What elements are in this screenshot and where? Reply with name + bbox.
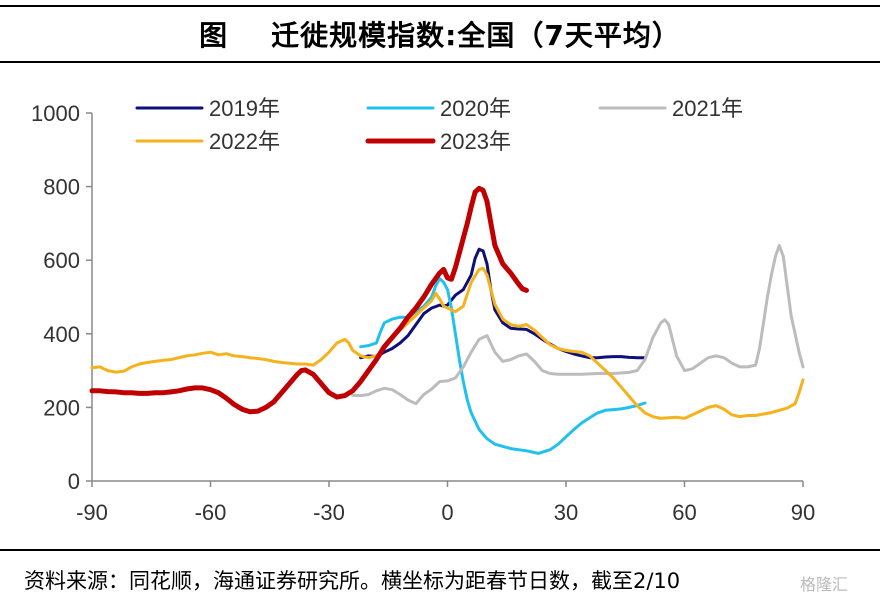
series-layer: [89, 185, 805, 455]
legend-label: 2022年: [209, 129, 280, 154]
source-note: 资料来源：同花顺，海通证券研究所。横坐标为距春节日数，截至2/10: [24, 569, 681, 593]
x-tick-label: 60: [672, 500, 696, 525]
legend: 2019年 2020年 2021年 2022年 2023年: [135, 96, 743, 154]
x-tick-label: 0: [441, 500, 453, 525]
y-tick-label: 600: [43, 248, 80, 273]
axes: 0 200 400 600 800 1000 -90 -60 -30 0 30 60 90: [31, 101, 815, 525]
legend-label: 2021年: [672, 96, 743, 121]
y-tick-label: 400: [43, 322, 80, 347]
x-tick-label: -30: [313, 500, 345, 525]
series-line: [351, 244, 805, 406]
legend-label: 2020年: [440, 96, 511, 121]
watermark: 格隆汇: [800, 575, 849, 594]
title-rule: [0, 61, 880, 63]
series-line: [359, 277, 647, 455]
legend-label: 2019年: [209, 96, 280, 121]
x-tick-label: -60: [195, 500, 227, 525]
bottom-rule: [0, 549, 880, 551]
y-tick-label: 1000: [31, 101, 80, 126]
x-tick-label: -90: [76, 500, 108, 525]
y-tick-label: 0: [68, 469, 80, 494]
x-tick-label: 30: [554, 500, 578, 525]
x-tick-label: 90: [791, 500, 815, 525]
series-line: [90, 266, 805, 420]
top-rule: [0, 5, 880, 7]
legend-label: 2023年: [440, 129, 511, 154]
y-tick-label: 200: [43, 395, 80, 420]
series-line: [89, 185, 529, 415]
chart-title: 图 迁徙规模指数:全国（7天平均）: [199, 19, 681, 52]
y-tick-label: 800: [43, 175, 80, 200]
